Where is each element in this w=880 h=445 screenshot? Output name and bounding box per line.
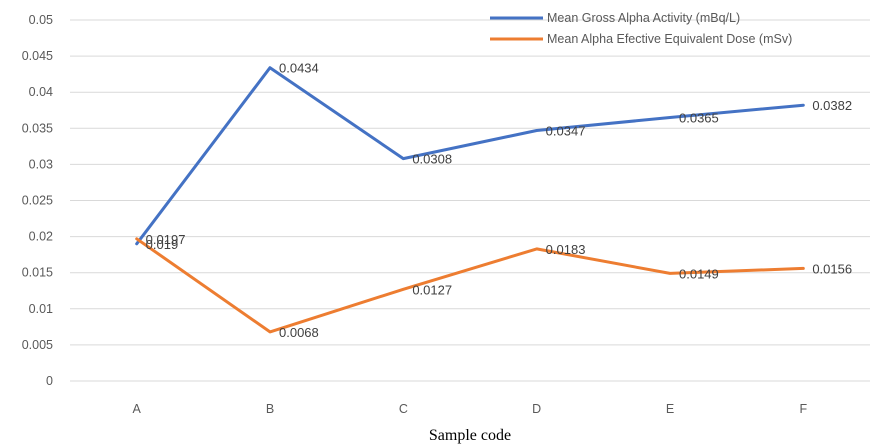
legend-label: Mean Alpha Efective Equivalent Dose (mSv… [547, 32, 792, 46]
data-label: 0.0149 [679, 266, 719, 281]
y-tick-label: 0.005 [22, 338, 53, 352]
x-tick-label: A [132, 402, 141, 416]
data-label: 0.019 [146, 237, 179, 252]
data-label: 0.0127 [412, 282, 452, 297]
data-label: 0.0183 [546, 242, 586, 257]
x-axis-title: Sample code [429, 427, 511, 444]
y-tick-label: 0.015 [22, 266, 53, 280]
y-tick-label: 0.045 [22, 49, 53, 63]
data-label: 0.0197 [146, 232, 186, 247]
gridlines [70, 19, 870, 382]
y-tick-label: 0.02 [29, 230, 53, 244]
data-label: 0.0068 [279, 325, 319, 340]
data-labels: 0.019 0.0434 0.0308 0.0347 0.0365 0.0382 0.019… [146, 61, 852, 340]
data-label: 0.0156 [812, 261, 852, 276]
y-tick-label: 0.035 [22, 121, 53, 135]
y-tick-label: 0.05 [29, 13, 53, 27]
x-tick-label: F [800, 402, 808, 416]
data-label: 0.0347 [546, 123, 586, 138]
legend-label: Mean Gross Alpha Activity (mBq/L) [547, 11, 740, 25]
series-line-1 [135, 66, 805, 246]
x-tick-label: C [399, 402, 408, 416]
data-label: 0.0434 [279, 61, 319, 76]
x-axis-tick-labels: A B C D E F [132, 402, 807, 416]
y-tick-label: 0 [46, 374, 53, 388]
y-tick-label: 0.04 [29, 85, 53, 99]
data-label: 0.0308 [412, 152, 452, 167]
x-tick-label: B [266, 402, 274, 416]
y-axis-tick-labels: 0 0.005 0.01 0.015 0.02 0.025 0.03 0.035 0.04 0.0… [22, 13, 53, 388]
series-line-2 [135, 237, 805, 334]
data-label: 0.0382 [812, 98, 852, 113]
y-tick-label: 0.01 [29, 302, 53, 316]
x-tick-label: E [666, 402, 674, 416]
y-tick-label: 0.03 [29, 157, 53, 171]
data-label: 0.0365 [679, 110, 719, 125]
series-lines [135, 66, 805, 334]
x-tick-label: D [532, 402, 541, 416]
y-tick-label: 0.025 [22, 194, 53, 208]
legend: Mean Gross Alpha Activity (mBq/L) Mean Al… [490, 11, 792, 46]
